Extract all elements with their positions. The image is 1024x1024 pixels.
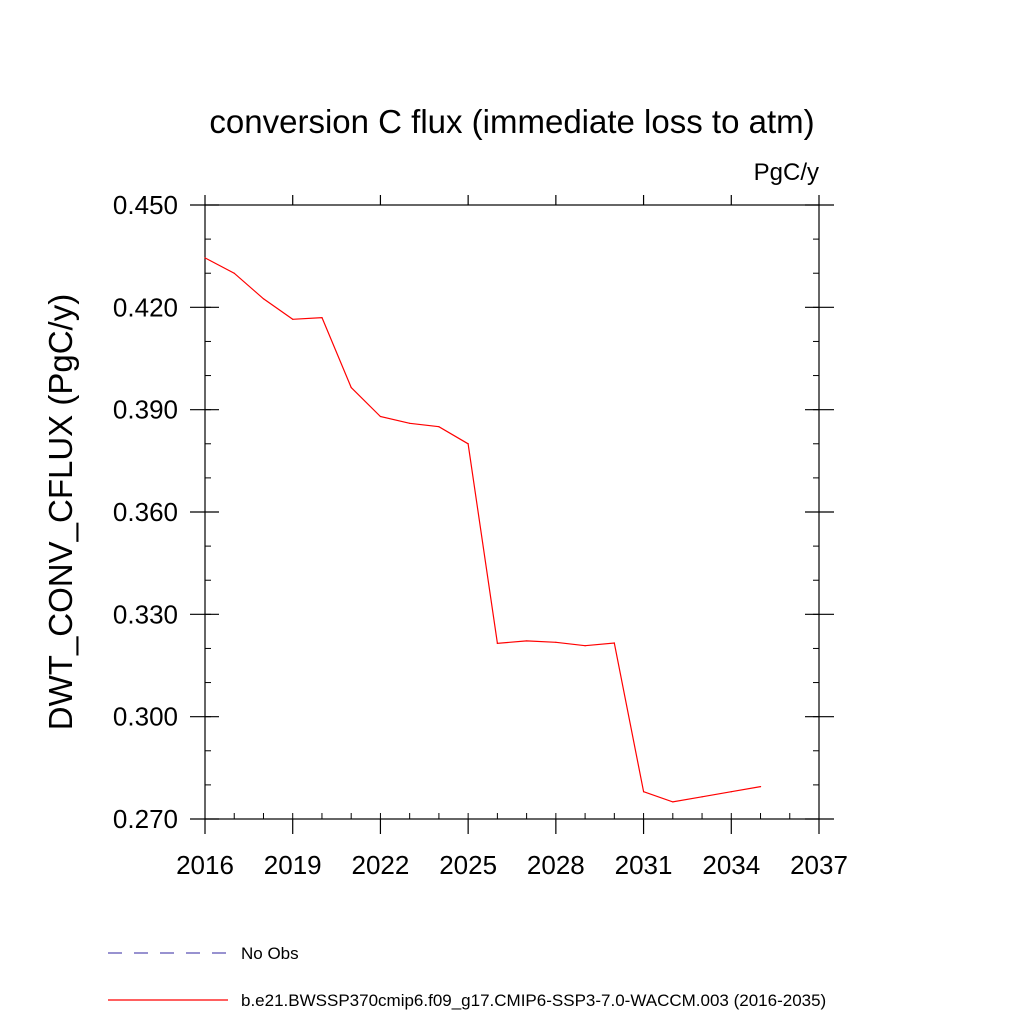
legend-label: No Obs [241,944,299,963]
y-tick-label: 0.420 [113,292,178,322]
x-tick-label: 2031 [615,850,673,880]
y-tick-label: 0.330 [113,599,178,629]
x-tick-label: 2022 [352,850,410,880]
series-line [204,257,761,803]
data-point [409,422,411,424]
data-point [555,641,557,643]
x-tick-label: 2034 [702,850,760,880]
plot-frame [204,204,820,820]
data-point [467,443,469,445]
x-tick-label: 2028 [527,850,585,880]
x-tick-label: 2016 [176,850,234,880]
data-point [642,791,645,793]
data-point [496,642,498,644]
x-tick-label: 2037 [790,850,848,880]
legend: No Obs b.e21.BWSSP370cmip6.f09_g17.CMIP6-… [108,944,826,1010]
legend-label: b.e21.BWSSP370cmip6.f09_g17.CMIP6-SSP3-7… [241,991,826,1010]
data-point [233,272,235,274]
series-layer [204,257,762,803]
y-tick-label: 0.450 [113,190,178,220]
data-point [701,796,703,798]
data-point [613,642,615,644]
y-tick-label: 0.270 [113,804,178,834]
data-point [350,386,352,389]
data-point [438,426,440,428]
data-point [379,415,382,418]
data-point [321,316,323,319]
y-axis-label: DWT_CONV_CFLUX (PgC/y) [42,294,79,730]
data-point [584,645,586,647]
x-tick-label: 2025 [439,850,497,880]
data-point [730,791,732,793]
data-point [292,318,294,320]
axis-ticks: 2016 2019 2022 2025 2028 2031 2034 2037 0.270 0.3… [113,190,848,880]
data-point [672,801,674,803]
data-point [526,640,528,642]
data-point [204,257,206,259]
units-label: PgC/y [754,159,819,186]
x-tick-label: 2019 [264,850,322,880]
y-tick-label: 0.360 [113,497,178,527]
data-point [262,298,265,300]
chart-title: conversion C flux (immediate loss to atm… [209,103,814,140]
y-tick-label: 0.300 [113,702,178,732]
y-tick-label: 0.390 [113,395,178,425]
data-point [759,785,762,788]
